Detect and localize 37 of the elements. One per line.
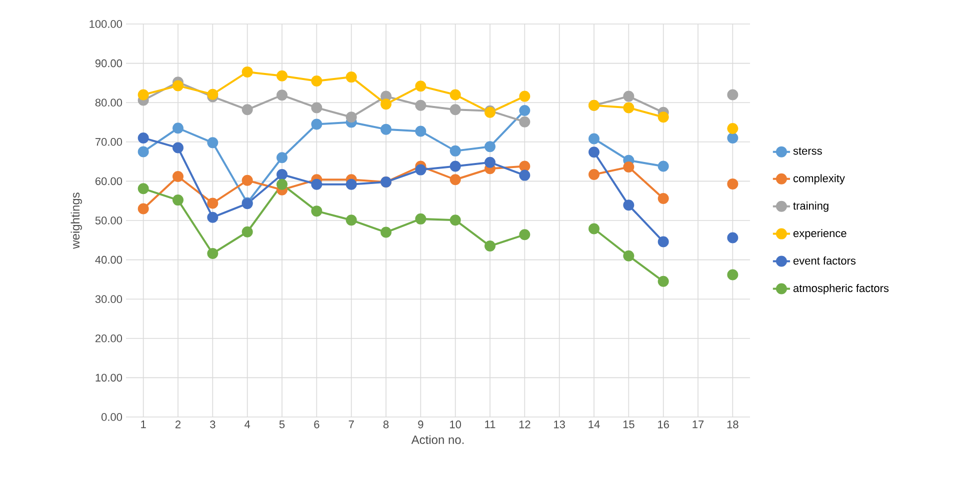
x-tick-label: 12 bbox=[519, 420, 530, 428]
x-tick-label: 6 bbox=[314, 420, 320, 428]
x-tick-label: 8 bbox=[383, 420, 389, 428]
x-tick-label: 18 bbox=[727, 420, 738, 428]
y-tick-label: 10.00 bbox=[96, 374, 122, 382]
x-tick-label: 7 bbox=[348, 420, 354, 428]
x-tick-label: 17 bbox=[692, 420, 704, 428]
x-tick-label: 15 bbox=[623, 420, 634, 428]
legend-label: event factors bbox=[793, 256, 856, 265]
y-tick-label: 90.00 bbox=[95, 59, 122, 68]
y-axis-title: weightings bbox=[70, 192, 82, 249]
x-tick-label: 16 bbox=[658, 420, 669, 428]
y-tick-label: 70.00 bbox=[96, 138, 122, 146]
y-tick-label: 20.00 bbox=[95, 334, 122, 342]
legend-label: complexity bbox=[793, 174, 845, 184]
y-tick-label: 60.00 bbox=[96, 177, 122, 186]
x-tick-label: 13 bbox=[554, 420, 565, 428]
y-tick-label: 80.00 bbox=[95, 98, 122, 106]
x-tick-label: 9 bbox=[418, 420, 424, 428]
x-axis-title: Action no. bbox=[411, 435, 464, 444]
x-tick-label: 4 bbox=[244, 420, 250, 428]
y-tick-label: 50.00 bbox=[95, 216, 122, 224]
x-tick-label: 5 bbox=[279, 420, 285, 428]
y-tick-label: 30.00 bbox=[95, 295, 122, 303]
legend-label: training bbox=[793, 202, 828, 212]
legend-label: experience bbox=[793, 229, 846, 240]
y-tick-label: 100.00 bbox=[90, 20, 122, 28]
legend-label: sterss bbox=[793, 148, 822, 155]
x-tick-label: 14 bbox=[588, 420, 600, 428]
x-tick-label: 1 bbox=[141, 420, 146, 428]
x-tick-label: 10 bbox=[450, 420, 462, 428]
legend-label: atmospheric factors bbox=[793, 284, 889, 294]
x-tick-label: 3 bbox=[210, 420, 216, 428]
x-tick-label: 2 bbox=[175, 420, 181, 428]
y-tick-label: 0.00 bbox=[101, 413, 122, 421]
y-tick-label: 40.00 bbox=[95, 256, 122, 264]
x-tick-label: 11 bbox=[485, 420, 496, 428]
